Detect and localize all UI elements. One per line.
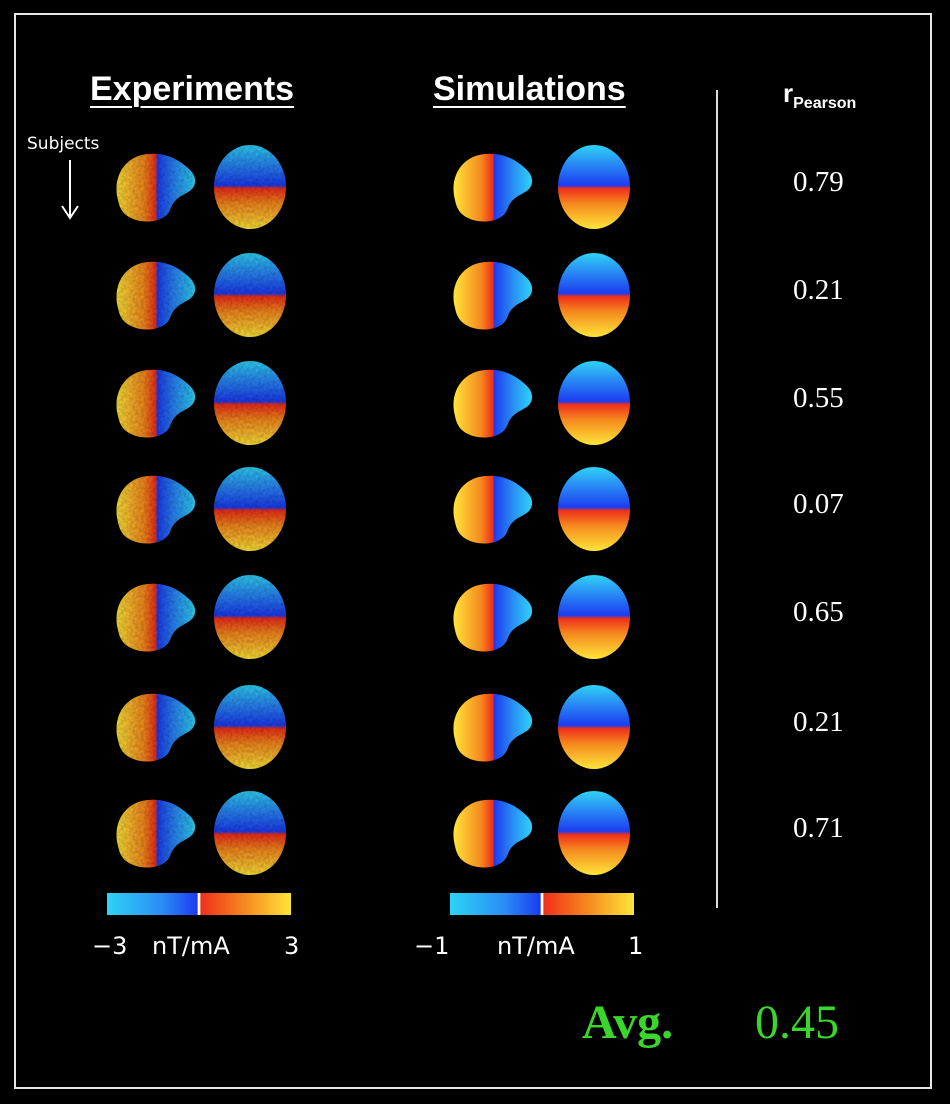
simulation-sagittal-brain-map-7 [453, 799, 533, 868]
pearson-r-value: 0.65 [793, 596, 844, 628]
figure-frame [14, 13, 932, 1089]
experiment-sagittal-brain-map-2 [116, 261, 196, 330]
experiment-axial-brain-map-1 [214, 145, 286, 229]
simulations-colorbar-unit: nT/mA [497, 932, 575, 960]
experiment-sagittal-brain-map-3 [116, 369, 196, 438]
simulation-sagittal-brain-map-3 [453, 369, 533, 438]
simulation-axial-brain-map-1 [558, 145, 630, 229]
simulations-colorbar-min: −1 [414, 932, 450, 960]
simulation-axial-brain-map-6 [558, 685, 630, 769]
subjects-label: Subjects [27, 134, 100, 154]
pearson-r-value: 0.55 [793, 382, 844, 414]
subjects-arrow-icon [61, 160, 79, 220]
experiments-colorbar-max: 3 [284, 932, 300, 960]
simulation-axial-brain-map-7 [558, 791, 630, 875]
pearson-header-sub: Pearson [793, 95, 857, 112]
experiments-colorbar-min: −3 [92, 932, 128, 960]
column-divider [716, 90, 718, 908]
simulation-sagittal-brain-map-2 [453, 261, 533, 330]
simulation-sagittal-brain-map-4 [453, 475, 533, 544]
experiment-sagittal-brain-map-1 [116, 153, 196, 222]
experiment-axial-brain-map-7 [214, 791, 286, 875]
average-label: Avg. [582, 996, 674, 1049]
experiment-axial-brain-map-5 [214, 575, 286, 659]
simulation-sagittal-brain-map-6 [453, 693, 533, 762]
simulations-colorbar-max: 1 [628, 932, 644, 960]
average-value: 0.45 [755, 996, 839, 1049]
experiment-axial-brain-map-3 [214, 361, 286, 445]
experiment-sagittal-brain-map-5 [116, 583, 196, 652]
experiment-axial-brain-map-6 [214, 685, 286, 769]
pearson-r-value: 0.79 [793, 166, 844, 198]
simulations-header: Simulations [433, 70, 626, 108]
experiments-header: Experiments [90, 70, 295, 108]
experiments-colorbar-unit: nT/mA [152, 932, 230, 960]
simulation-sagittal-brain-map-1 [453, 153, 533, 222]
simulation-axial-brain-map-4 [558, 467, 630, 551]
experiment-axial-brain-map-2 [214, 253, 286, 337]
experiment-axial-brain-map-4 [214, 467, 286, 551]
pearson-r-value: 0.71 [793, 812, 844, 844]
experiments-colorbar [107, 893, 291, 915]
simulation-sagittal-brain-map-5 [453, 583, 533, 652]
pearson-r-value: 0.07 [793, 488, 844, 520]
experiment-sagittal-brain-map-6 [116, 693, 196, 762]
simulation-axial-brain-map-5 [558, 575, 630, 659]
simulations-colorbar [450, 893, 634, 915]
experiment-sagittal-brain-map-4 [116, 475, 196, 544]
pearson-r-value: 0.21 [793, 706, 844, 738]
pearson-header: rPearson [783, 78, 856, 113]
experiment-sagittal-brain-map-7 [116, 799, 196, 868]
pearson-header-r: r [783, 78, 794, 108]
pearson-r-value: 0.21 [793, 274, 844, 306]
simulation-axial-brain-map-2 [558, 253, 630, 337]
simulation-axial-brain-map-3 [558, 361, 630, 445]
